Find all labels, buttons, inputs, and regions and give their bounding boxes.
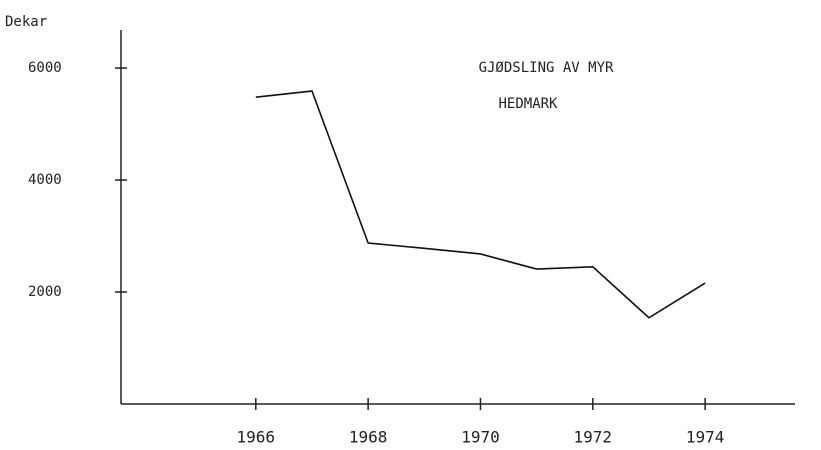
y-tick-label: 6000 (28, 60, 62, 76)
x-tick-label: 1970 (461, 428, 500, 447)
x-tick-label: 1968 (349, 428, 388, 447)
x-tick-label: 1974 (686, 428, 725, 447)
chart-subtitle: HEDMARK (498, 96, 558, 112)
x-tick-label: 1972 (574, 428, 613, 447)
x-tick-label: 1966 (237, 428, 276, 447)
y-axis-label: Dekar (5, 14, 47, 30)
y-tick-label: 2000 (28, 284, 62, 300)
data-line (255, 90, 706, 319)
y-tick-label: 4000 (28, 172, 62, 188)
chart-title: GJØDSLING AV MYR (479, 60, 614, 76)
